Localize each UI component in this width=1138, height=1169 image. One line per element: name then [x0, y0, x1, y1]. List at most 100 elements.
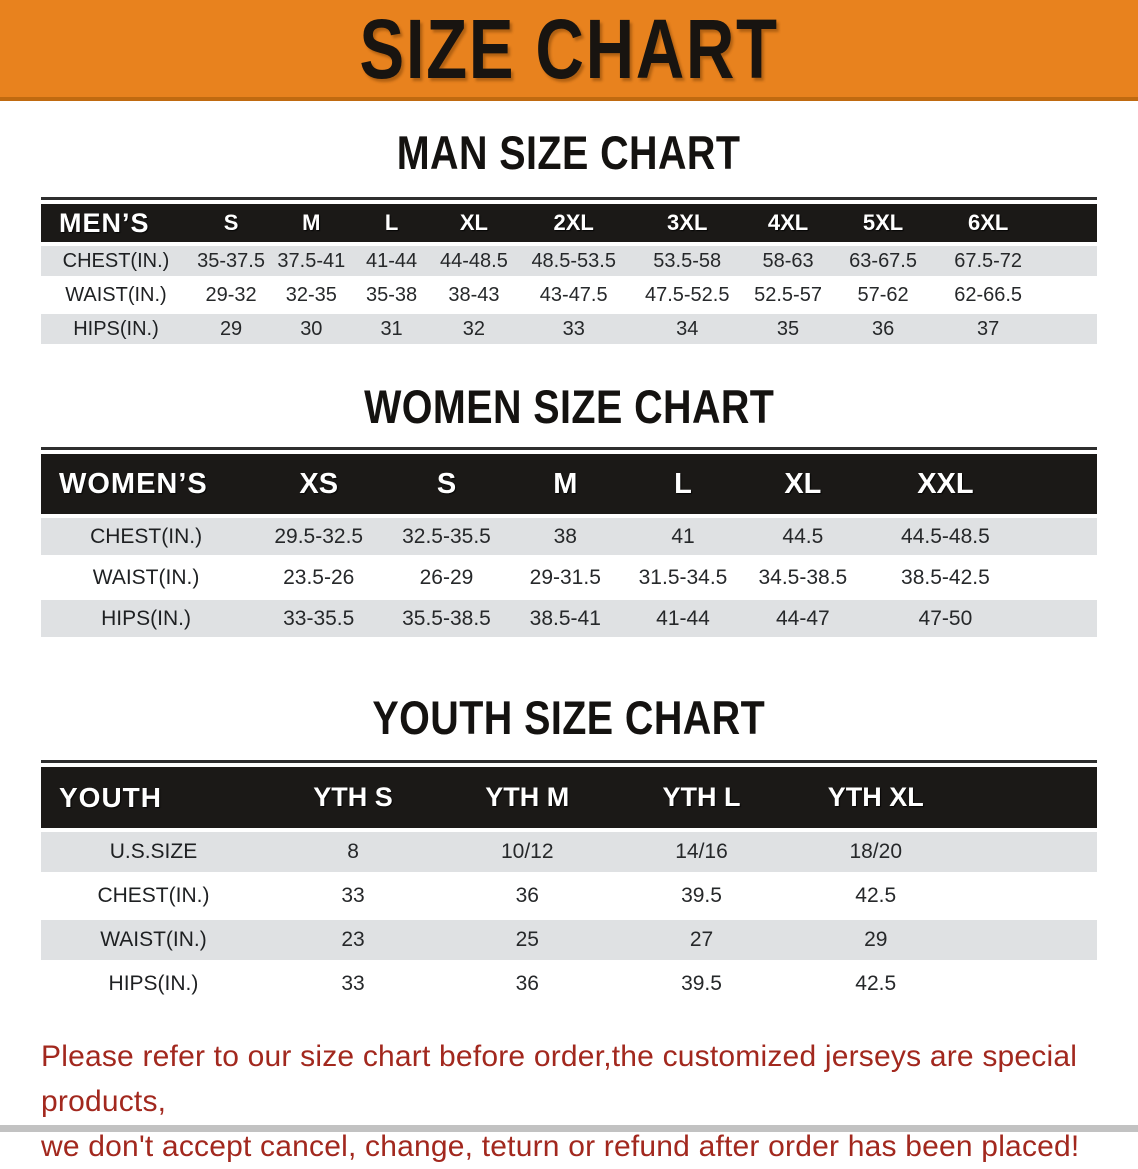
size-value-cell: 39.5: [614, 876, 789, 917]
size-value-cell: 44-47: [742, 600, 864, 638]
row-label: HIPS(IN.): [41, 600, 252, 638]
table-row: HIPS(IN.) 29 30 31 32 33 34 35 36 37: [41, 314, 1097, 345]
column-header: 3XL: [631, 204, 744, 243]
size-value-cell: 29: [190, 314, 272, 345]
table-row: HIPS(IN.) 33-35.5 35.5-38.5 38.5-41 41-44 44-…: [41, 600, 1097, 638]
row-label: CHEST(IN.): [41, 876, 266, 917]
men-section-heading: MAN SIZE CHART: [0, 126, 1138, 180]
size-value-cell: 39.5: [614, 964, 789, 1005]
row-label: HIPS(IN.): [41, 964, 266, 1005]
header-pad-cell: [962, 767, 1097, 829]
size-value-cell: 52.5-57: [743, 280, 833, 311]
size-value-cell: 35.5-38.5: [386, 600, 507, 638]
size-value-cell: 29-31.5: [506, 559, 624, 597]
column-header: YTH S: [265, 767, 441, 829]
table-row: WAIST(IN.) 23 25 27 29: [41, 920, 1097, 961]
header-pad-cell: [1027, 454, 1097, 515]
size-value-cell: 37.5-41: [271, 246, 352, 277]
size-value-cell: 31.5-34.5: [623, 559, 743, 597]
row-pad-cell: [962, 832, 1097, 873]
size-value-cell: 63-67.5: [832, 246, 934, 277]
women-section-heading: WOMEN SIZE CHART: [0, 380, 1138, 434]
column-header: 4XL: [743, 204, 833, 243]
size-value-cell: 26-29: [386, 559, 507, 597]
size-value-cell: 32-35: [271, 280, 352, 311]
row-pad-cell: [1043, 246, 1097, 277]
size-value-cell: 32.5-35.5: [386, 518, 507, 556]
size-value-cell: 41-44: [351, 246, 432, 277]
size-value-cell: 35: [743, 314, 833, 345]
column-header: M: [271, 204, 352, 243]
row-pad-cell: [1027, 600, 1097, 638]
column-header: L: [623, 454, 743, 515]
row-label: CHEST(IN.): [41, 518, 252, 556]
column-header: YTH M: [440, 767, 615, 829]
size-value-cell: 47-50: [863, 600, 1028, 638]
size-value-cell: 43-47.5: [516, 280, 632, 311]
youth-size-table-wrap: YOUTH YTH S YTH M YTH L YTH XL U.S.SIZE 8 10/12…: [41, 760, 1097, 1008]
size-chart-banner: SIZE CHART: [0, 0, 1138, 101]
header-pad-cell: [1043, 204, 1097, 243]
table-header-row: WOMEN’S XS S M L XL XXL: [41, 454, 1097, 515]
size-value-cell: 36: [440, 964, 615, 1005]
column-header: 6XL: [933, 204, 1044, 243]
table-row: HIPS(IN.) 33 36 39.5 42.5: [41, 964, 1097, 1005]
row-pad-cell: [1043, 280, 1097, 311]
table-row: CHEST(IN.) 33 36 39.5 42.5: [41, 876, 1097, 917]
row-label: CHEST(IN.): [41, 246, 191, 277]
size-value-cell: 31: [351, 314, 432, 345]
size-value-cell: 62-66.5: [933, 280, 1044, 311]
size-value-cell: 44.5-48.5: [863, 518, 1028, 556]
size-value-cell: 37: [933, 314, 1044, 345]
size-value-cell: 14/16: [614, 832, 789, 873]
row-label: U.S.SIZE: [41, 832, 266, 873]
table-header-row: MEN’S S M L XL 2XL 3XL 4XL 5XL 6XL: [41, 204, 1097, 243]
size-value-cell: 33: [265, 876, 441, 917]
size-value-cell: 29: [788, 920, 963, 961]
size-value-cell: 42.5: [788, 876, 963, 917]
table-corner-label: MEN’S: [41, 204, 191, 243]
size-value-cell: 44-48.5: [431, 246, 517, 277]
row-pad-cell: [962, 876, 1097, 917]
table-row: CHEST(IN.) 35-37.5 37.5-41 41-44 44-48.5 48.5…: [41, 246, 1097, 277]
column-header: M: [506, 454, 624, 515]
size-value-cell: 38.5-42.5: [863, 559, 1028, 597]
size-value-cell: 32: [431, 314, 517, 345]
men-size-table-wrap: MEN’S S M L XL 2XL 3XL 4XL 5XL 6XL CHEST(IN.) 35-37…: [41, 197, 1097, 348]
size-value-cell: 33: [516, 314, 632, 345]
size-value-cell: 53.5-58: [631, 246, 744, 277]
column-header: S: [190, 204, 272, 243]
size-value-cell: 67.5-72: [933, 246, 1044, 277]
size-value-cell: 23.5-26: [251, 559, 387, 597]
table-row: WAIST(IN.) 29-32 32-35 35-38 38-43 43-47.5 47.…: [41, 280, 1097, 311]
size-value-cell: 36: [440, 876, 615, 917]
column-header: L: [351, 204, 432, 243]
size-value-cell: 25: [440, 920, 615, 961]
men-size-table: MEN’S S M L XL 2XL 3XL 4XL 5XL 6XL CHEST(IN.) 35-37…: [41, 200, 1097, 348]
row-label: WAIST(IN.): [41, 280, 191, 311]
youth-size-table: YOUTH YTH S YTH M YTH L YTH XL U.S.SIZE 8 10/12…: [41, 763, 1097, 1008]
column-header: XXL: [863, 454, 1028, 515]
disclaimer-line-1: Please refer to our size chart before or…: [41, 1040, 1078, 1119]
table-row: U.S.SIZE 8 10/12 14/16 18/20: [41, 832, 1097, 873]
size-value-cell: 33-35.5: [251, 600, 387, 638]
size-value-cell: 42.5: [788, 964, 963, 1005]
size-value-cell: 23: [265, 920, 441, 961]
row-pad-cell: [1027, 559, 1097, 597]
size-value-cell: 18/20: [788, 832, 963, 873]
row-pad-cell: [962, 964, 1097, 1005]
size-value-cell: 27: [614, 920, 789, 961]
column-header: YTH XL: [788, 767, 963, 829]
women-section-heading-text: WOMEN SIZE CHART: [363, 380, 775, 434]
column-header: XS: [251, 454, 387, 515]
size-value-cell: 29-32: [190, 280, 272, 311]
table-row: CHEST(IN.) 29.5-32.5 32.5-35.5 38 41 44.5 44.5…: [41, 518, 1097, 556]
row-label: WAIST(IN.): [41, 559, 252, 597]
banner-title: SIZE CHART: [359, 1, 779, 96]
size-value-cell: 44.5: [742, 518, 864, 556]
size-value-cell: 34: [631, 314, 744, 345]
youth-section-heading-text: YOUTH SIZE CHART: [372, 691, 766, 745]
column-header: XL: [431, 204, 517, 243]
row-pad-cell: [962, 920, 1097, 961]
women-size-table-wrap: WOMEN’S XS S M L XL XXL CHEST(IN.) 29.5-32.5 32.5…: [41, 447, 1097, 641]
